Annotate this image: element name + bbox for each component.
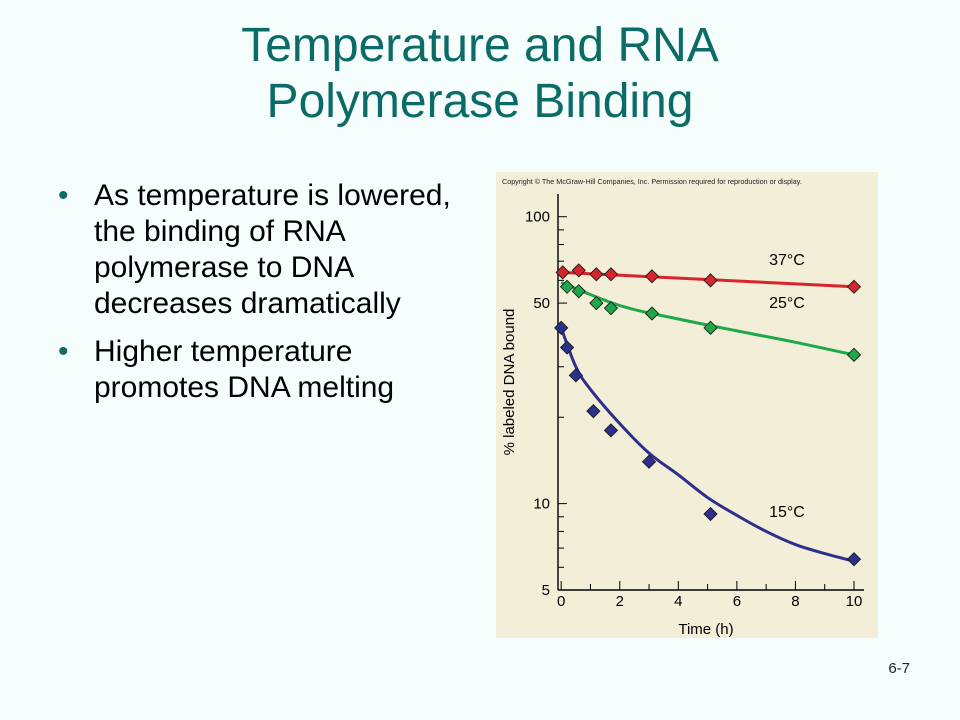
data-point-marker	[846, 347, 862, 362]
slide-title-line-1: Temperature and RNA	[241, 19, 719, 72]
data-point-marker	[703, 320, 718, 335]
x-tick-label: 2	[616, 593, 624, 610]
y-tick-label: 5	[542, 582, 550, 599]
data-point-marker	[554, 320, 569, 335]
data-point-marker	[603, 423, 619, 438]
x-tick-label: 0	[557, 593, 565, 610]
series-labels: 37°C 25°C 15°C	[769, 252, 805, 521]
data-point-marker	[571, 284, 586, 299]
x-tick-label: 6	[733, 593, 741, 610]
data-point-marker	[644, 269, 660, 284]
slide-title: Temperature and RNA Polymerase Binding	[0, 18, 960, 130]
y-tick-label: 100	[525, 209, 550, 226]
data-point-marker	[846, 552, 862, 567]
copyright-note: Copyright © The McGraw-Hill Companies, I…	[502, 177, 802, 186]
data-point-marker	[555, 265, 570, 280]
data-point-marker	[559, 340, 575, 355]
series-label: 15°C	[769, 504, 805, 521]
data-point-marker	[603, 301, 619, 316]
fit-line-series-2	[559, 327, 855, 563]
bullet-text: As temperature is lowered, the binding o…	[94, 179, 451, 320]
data-point-marker	[586, 404, 601, 419]
data-point-marker	[568, 368, 583, 383]
bullet-text: Higher temperature promotes DNA melting	[94, 335, 395, 404]
bullet-dot-icon: •	[58, 335, 69, 368]
data-point-marker	[571, 263, 586, 278]
data-point-marker	[644, 306, 660, 321]
x-tick-label: 4	[674, 593, 682, 610]
y-tick-label: 50	[533, 295, 550, 312]
data-point-marker	[703, 506, 718, 522]
data-markers	[554, 263, 862, 567]
data-point-marker	[641, 454, 657, 469]
data-point-marker	[603, 267, 619, 282]
x-axis-label: Time (h)	[678, 621, 733, 638]
x-tick-label: 8	[791, 593, 799, 610]
chart-figure: Copyright © The McGraw-Hill Companies, I…	[496, 172, 878, 638]
bullet-list: • As temperature is lowered, the binding…	[58, 178, 478, 418]
x-tick-label: 10	[846, 593, 863, 610]
y-axis-label: % labeled DNA bound	[501, 309, 518, 456]
data-point-marker	[589, 267, 604, 282]
data-point-marker	[846, 279, 862, 294]
bullet-dot-icon: •	[58, 179, 69, 212]
data-point-marker	[559, 279, 575, 294]
bullet-item: • As temperature is lowered, the binding…	[58, 178, 478, 322]
y-tick-label: 10	[533, 496, 550, 513]
axes: 5 10 50 100 0 2 4 6 8 10	[525, 194, 864, 610]
bullet-item: • Higher temperature promotes DNA meltin…	[58, 334, 478, 406]
data-point-marker	[589, 295, 604, 311]
series-label: 37°C	[769, 252, 805, 269]
data-point-marker	[703, 273, 718, 288]
slide-title-line-2: Polymerase Binding	[266, 75, 694, 128]
page-number: 6-7	[888, 660, 910, 677]
chart-background	[496, 172, 878, 638]
binding-chart: Copyright © The McGraw-Hill Companies, I…	[496, 172, 878, 638]
series-label: 25°C	[769, 295, 805, 312]
